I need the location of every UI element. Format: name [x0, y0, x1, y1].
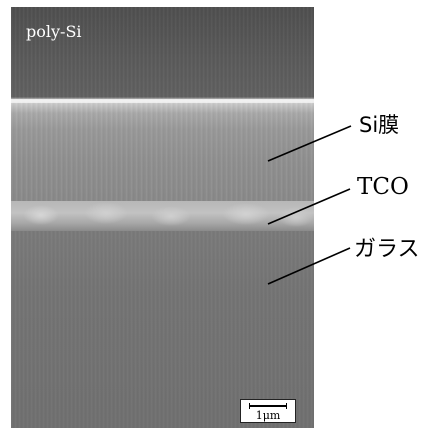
- tco-label: TCO: [357, 174, 409, 200]
- si-film-leader-line: [267, 125, 352, 162]
- scale-bar-box: 1μm: [240, 399, 296, 423]
- tco-layer: [11, 201, 314, 231]
- glass-substrate-layer: [11, 231, 314, 428]
- sem-micrograph: [11, 7, 314, 428]
- si-film-layer: [11, 99, 314, 201]
- scale-bar: [249, 403, 287, 409]
- sample-label: poly-Si: [26, 22, 82, 41]
- tco-leader-line: [267, 188, 351, 225]
- si-film-label: Si膜: [359, 113, 400, 137]
- glass-label: ガラス: [354, 237, 420, 262]
- si-film-surface-edge: [11, 97, 314, 103]
- scale-bar-label: 1μm: [255, 409, 281, 422]
- glass-leader-line: [267, 247, 351, 285]
